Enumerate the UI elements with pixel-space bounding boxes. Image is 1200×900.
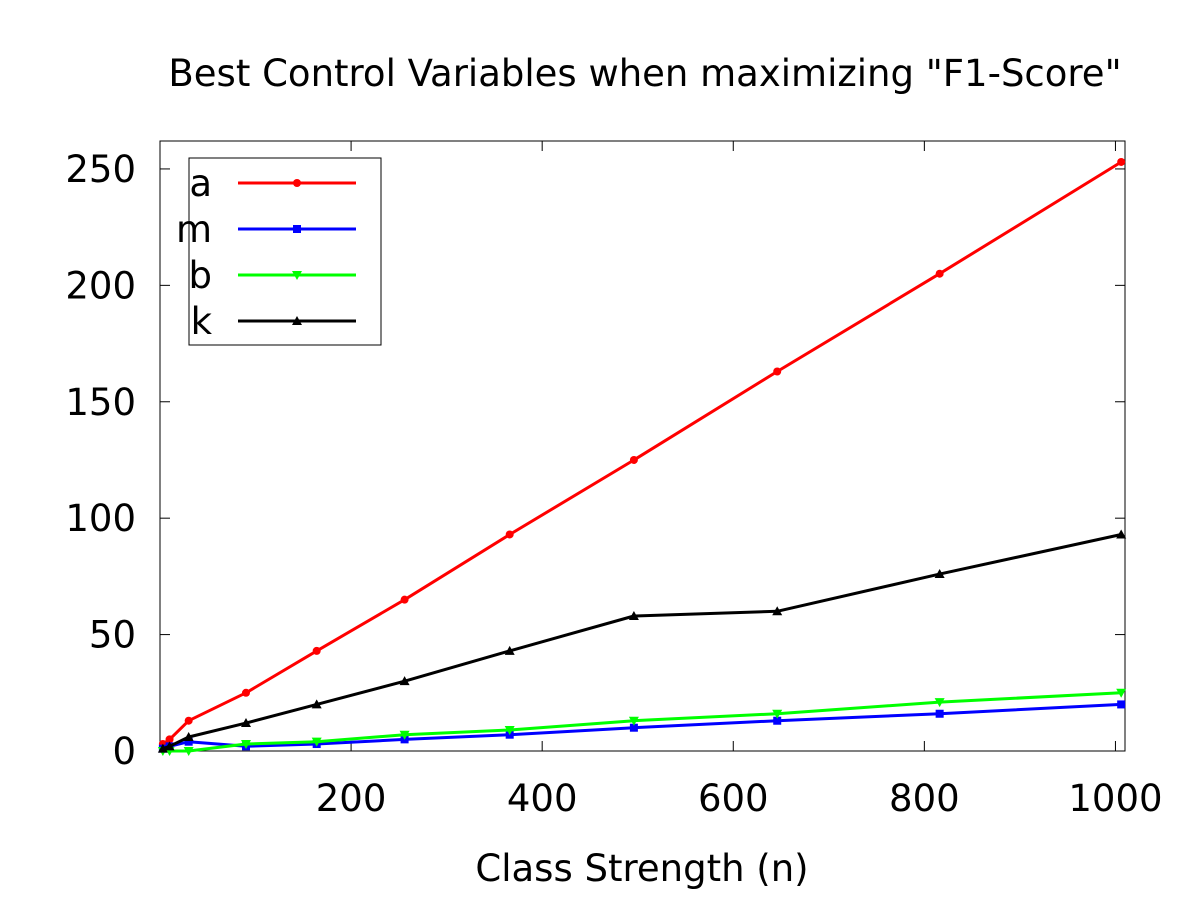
y-tick-label: 0 (112, 730, 136, 773)
data-point-k (183, 732, 194, 742)
data-point-a (312, 646, 321, 655)
data-point-k (934, 569, 945, 579)
data-point-m (1117, 700, 1126, 709)
legend-marker-a (293, 179, 301, 187)
data-point-a (1117, 157, 1126, 166)
y-tick-label: 250 (65, 148, 136, 191)
data-point-k (1116, 529, 1127, 539)
x-axis-title: Class Strength (n) (475, 847, 808, 890)
data-point-a (400, 595, 409, 604)
data-point-b (399, 730, 410, 740)
series-line-k (162, 533, 1122, 751)
x-tick-label: 600 (698, 777, 769, 820)
y-tick-label: 200 (65, 264, 136, 307)
data-point-k (240, 718, 251, 728)
data-point-k (628, 610, 639, 620)
data-point-m (629, 723, 638, 732)
data-point-b (934, 698, 945, 708)
x-tick-label: 800 (889, 777, 960, 820)
data-point-k (399, 676, 410, 686)
data-point-a (773, 367, 782, 376)
data-point-a (505, 530, 514, 539)
data-point-k (164, 741, 175, 751)
legend-marker-b (292, 271, 302, 280)
data-point-a (629, 455, 638, 464)
x-tick-label: 1000 (1068, 777, 1162, 820)
data-point-m (184, 737, 193, 746)
data-point-a (935, 269, 944, 278)
series-line-b (162, 691, 1122, 753)
legend-label-m: m (176, 208, 212, 251)
data-point-b (772, 709, 783, 719)
data-point-m (773, 716, 782, 725)
x-axis: 200 400 600 800 1000 (316, 141, 1163, 820)
legend-label-a: a (189, 162, 212, 205)
x-tick-label: 400 (507, 777, 578, 820)
plot-frame (159, 140, 1126, 752)
y-axis: 0 50 100 150 200 250 (65, 148, 1125, 773)
series-layer (157, 157, 1127, 756)
data-point-k (311, 699, 322, 709)
legend-label-k: k (191, 300, 213, 343)
legend-marker-k (292, 316, 302, 325)
x-tick-label: 200 (316, 777, 387, 820)
data-point-b (504, 726, 515, 736)
legend-box (188, 157, 382, 346)
plot-area (159, 140, 1126, 752)
y-tick-label: 50 (89, 614, 136, 657)
data-point-b (240, 740, 251, 750)
legend-label-b: b (189, 254, 213, 297)
data-point-b (628, 716, 639, 726)
data-point-a (165, 735, 174, 744)
series-b (157, 688, 1127, 756)
data-point-b (311, 737, 322, 747)
y-tick-label: 100 (65, 497, 136, 540)
data-point-k (772, 606, 783, 616)
y-tick-label: 150 (65, 381, 136, 424)
data-point-m (935, 709, 944, 718)
legend-marker-m (293, 225, 301, 233)
data-point-a (241, 688, 250, 697)
data-point-a (184, 716, 193, 725)
data-point-k (157, 743, 168, 753)
chart-title: Best Control Variables when maximizing "… (168, 52, 1121, 95)
data-point-b (1116, 688, 1127, 698)
data-point-k (504, 645, 515, 655)
series-k (157, 529, 1127, 753)
data-point-b (183, 747, 194, 756)
